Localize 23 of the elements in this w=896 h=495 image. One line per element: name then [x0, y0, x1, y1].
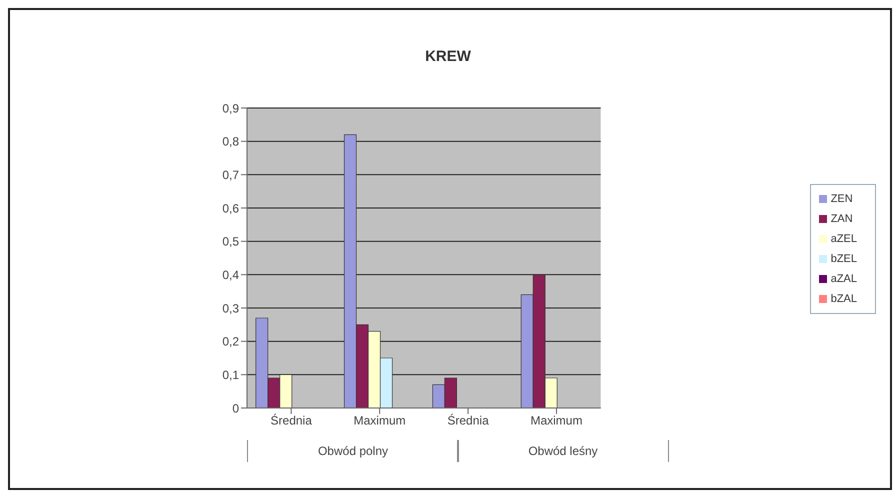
y-tick-label: 0,3 — [222, 301, 240, 316]
x-tick-label: Średnia — [447, 414, 490, 428]
y-tick-label: 0,4 — [222, 268, 240, 282]
chart-title: KREW — [424, 48, 472, 65]
x-tick-label: Maximum — [354, 414, 406, 428]
legend-label: aZEL — [830, 233, 857, 245]
y-tick-label: 0,6 — [222, 201, 240, 216]
text: Obwód polny — [247, 440, 459, 462]
text: Obwód leśny — [457, 440, 669, 462]
x-tick-label: Średnia — [270, 414, 312, 428]
legend-label: bZEL — [830, 253, 857, 265]
y-tick-label: 0,9 — [222, 101, 240, 116]
y-tick-label: 0,7 — [222, 168, 240, 182]
legend-label: ZAN — [830, 213, 853, 225]
x-tick-label: Maximum — [530, 414, 582, 428]
legend-label: aZAL — [830, 273, 857, 285]
y-tick-label: 0,2 — [222, 334, 240, 349]
legend-label: ZEN — [830, 193, 853, 205]
y-tick-label: 0,8 — [222, 134, 240, 149]
y-tick-label: 0 — [232, 401, 240, 416]
y-tick-label: 0,5 — [222, 234, 240, 249]
y-tick-label: 0,1 — [222, 368, 240, 382]
legend-label: bZAL — [830, 293, 857, 305]
